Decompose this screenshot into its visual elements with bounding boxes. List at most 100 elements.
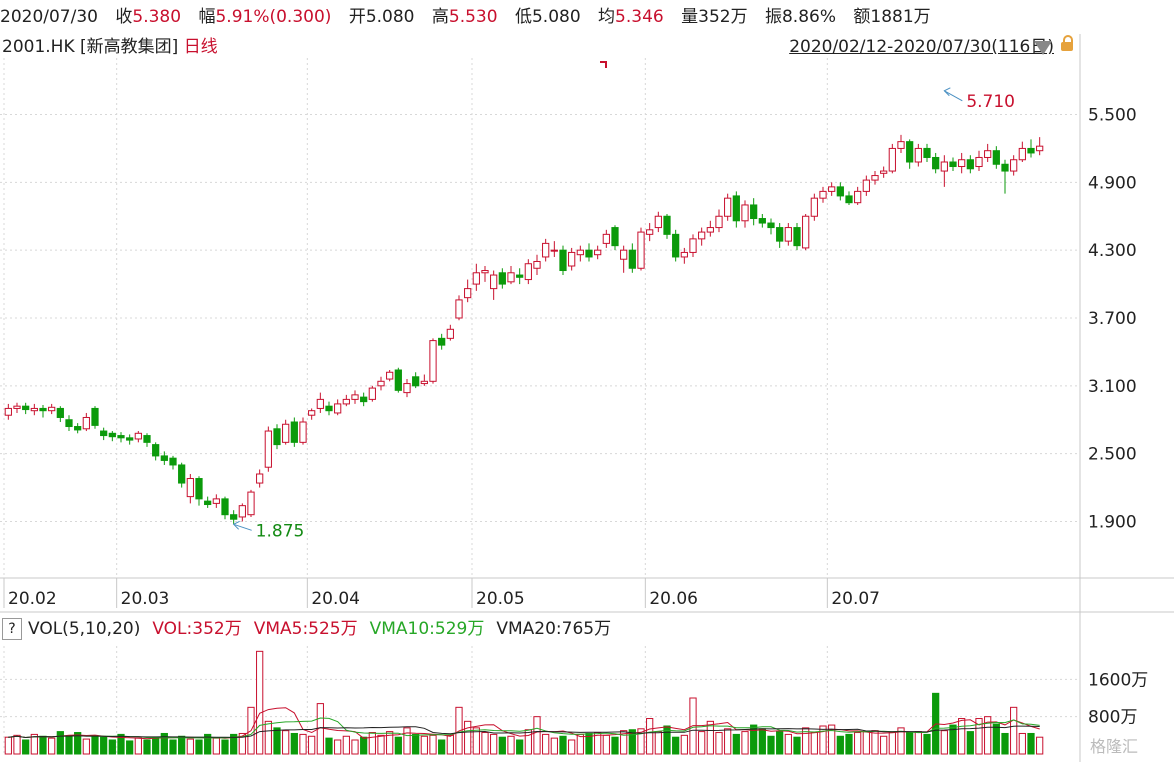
- close-value: 5.380: [132, 7, 182, 27]
- candle-body: [758, 218, 766, 224]
- candle-body: [74, 426, 82, 431]
- candle-body: [178, 464, 186, 484]
- open-label: 开: [348, 7, 366, 27]
- volume-bar: [949, 724, 957, 755]
- candle-body: [438, 337, 446, 346]
- annotation-arrow-head: [943, 87, 951, 97]
- candle-body: [810, 197, 818, 217]
- volume-bar: [516, 739, 524, 755]
- candle-body: [39, 407, 47, 412]
- candle-body: [568, 251, 576, 267]
- volume-bar: [48, 737, 56, 755]
- volume-bar: [377, 734, 385, 755]
- volume-bar: [264, 720, 272, 755]
- candle-body: [828, 186, 836, 192]
- candle-body: [230, 514, 238, 520]
- candle-body: [316, 398, 324, 409]
- volume-bar: [490, 733, 498, 755]
- candle-body: [940, 161, 948, 172]
- range-dropdown-icon[interactable]: [1034, 41, 1052, 55]
- quote-date: 2020/07/30: [0, 7, 98, 27]
- date-range[interactable]: 2020/02/12-2020/07/30(116日): [789, 37, 1054, 57]
- volume-bar: [888, 732, 896, 755]
- volume-bar: [914, 731, 922, 755]
- candle-body: [394, 369, 402, 391]
- date-tick-label: 20.02: [8, 589, 57, 609]
- volume-bar: [481, 732, 489, 755]
- date-tick-label: 20.03: [121, 589, 170, 609]
- volume-bar: [819, 725, 827, 755]
- candle-body: [65, 419, 73, 428]
- volume-bar: [966, 731, 974, 755]
- high-value: 5.530: [448, 7, 498, 27]
- volume-bar: [568, 739, 576, 755]
- candle-body: [862, 179, 870, 192]
- candle-body: [82, 416, 90, 430]
- candle-body: [975, 156, 983, 168]
- candle-body: [767, 222, 775, 229]
- candle-body: [204, 500, 212, 506]
- candle-body: [22, 405, 30, 411]
- candle-body: [490, 274, 498, 290]
- volume-bar: [65, 735, 73, 755]
- candle-body: [420, 380, 428, 385]
- help-icon[interactable]: ?: [2, 618, 22, 640]
- volume-bar: [845, 733, 853, 755]
- volume-bar: [507, 735, 515, 755]
- candle-body: [212, 498, 220, 504]
- volume-bar: [412, 733, 420, 755]
- candle-body: [802, 215, 810, 249]
- candle-body: [195, 478, 203, 500]
- volume-bar: [750, 724, 758, 755]
- lock-icon[interactable]: [1061, 35, 1073, 51]
- volume-bar: [646, 718, 654, 755]
- volume-bar: [542, 733, 550, 755]
- candle-body: [784, 227, 792, 242]
- volume-bar: [56, 731, 64, 755]
- volume-bar: [880, 735, 888, 755]
- volume-bar: [550, 737, 558, 755]
- candle-body: [949, 161, 957, 168]
- volume-bar: [39, 735, 47, 755]
- volume-bar: [403, 727, 411, 755]
- volume-bar: [446, 734, 454, 755]
- candle-body: [290, 421, 298, 443]
- volume-bar: [169, 739, 177, 755]
- volume-bar: [984, 716, 992, 755]
- change-label: 幅: [198, 7, 216, 27]
- volume-bar: [871, 730, 879, 755]
- volume-legend: ? VOL(5,10,20) VOL:352万 VMA5:525万 VMA10:529万…: [0, 614, 1080, 644]
- vma10-line: [8, 717, 1040, 739]
- volume-bar: [776, 731, 784, 755]
- candle-body: [750, 204, 758, 220]
- candle-body: [932, 156, 940, 170]
- candle-body: [724, 197, 732, 217]
- candle-body: [282, 423, 290, 443]
- volume-bar: [117, 733, 125, 755]
- candle-body: [628, 249, 636, 269]
- volume-bar: [152, 736, 160, 755]
- candle-body: [654, 215, 662, 229]
- change-value: 5.91%(0.300): [215, 7, 332, 27]
- price-tick-label: 2.500: [1088, 445, 1137, 465]
- candle-body: [334, 403, 342, 414]
- volume-bar: [611, 736, 619, 755]
- candle-body: [550, 249, 558, 252]
- price-tick-label: 4.300: [1088, 241, 1137, 261]
- close-label: 收: [115, 7, 133, 27]
- volume-bar: [91, 735, 99, 755]
- candle-body: [160, 455, 168, 461]
- volume-bar: [975, 718, 983, 755]
- candle-body: [325, 405, 333, 412]
- candle-body: [594, 249, 602, 256]
- volume-bar: [238, 732, 246, 755]
- candle-body: [611, 227, 619, 247]
- volume-bar: [438, 739, 446, 755]
- candle-body: [13, 405, 21, 409]
- price-tick-label: 4.900: [1088, 173, 1137, 193]
- period-label[interactable]: 日线: [183, 37, 218, 57]
- candle-body: [446, 328, 454, 339]
- volume-bar: [308, 735, 316, 755]
- candle-body: [386, 371, 394, 380]
